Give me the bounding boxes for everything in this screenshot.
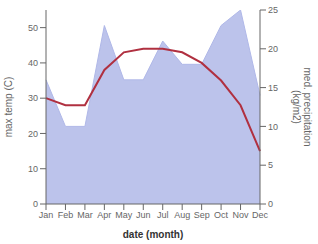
- svg-text:Aug: Aug: [174, 210, 190, 220]
- svg-text:40: 40: [28, 58, 38, 68]
- svg-text:Jun: Jun: [136, 210, 151, 220]
- svg-text:Jan: Jan: [39, 210, 54, 220]
- svg-text:Oct: Oct: [214, 210, 229, 220]
- svg-text:Apr: Apr: [97, 210, 111, 220]
- svg-text:30: 30: [28, 93, 38, 103]
- svg-text:max temp (C): max temp (C): [8, 77, 14, 138]
- svg-text:10: 10: [28, 164, 38, 174]
- svg-text:0: 0: [33, 199, 38, 209]
- svg-text:Sep: Sep: [194, 210, 210, 220]
- svg-text:Jul: Jul: [157, 210, 169, 220]
- svg-text:0: 0: [268, 199, 273, 209]
- svg-text:Dec: Dec: [252, 210, 269, 220]
- svg-text:15: 15: [268, 83, 278, 93]
- svg-text:20: 20: [268, 44, 278, 54]
- svg-text:date (month): date (month): [123, 229, 184, 240]
- svg-text:med. precipitation(kg/m2): med. precipitation(kg/m2): [291, 68, 310, 147]
- svg-text:25: 25: [268, 5, 278, 15]
- svg-text:May: May: [115, 210, 133, 220]
- svg-text:Mar: Mar: [77, 210, 93, 220]
- svg-text:20: 20: [28, 129, 38, 139]
- svg-text:Nov: Nov: [233, 210, 250, 220]
- svg-text:5: 5: [268, 160, 273, 170]
- svg-text:10: 10: [268, 122, 278, 132]
- svg-text:Feb: Feb: [58, 210, 74, 220]
- svg-text:50: 50: [28, 23, 38, 33]
